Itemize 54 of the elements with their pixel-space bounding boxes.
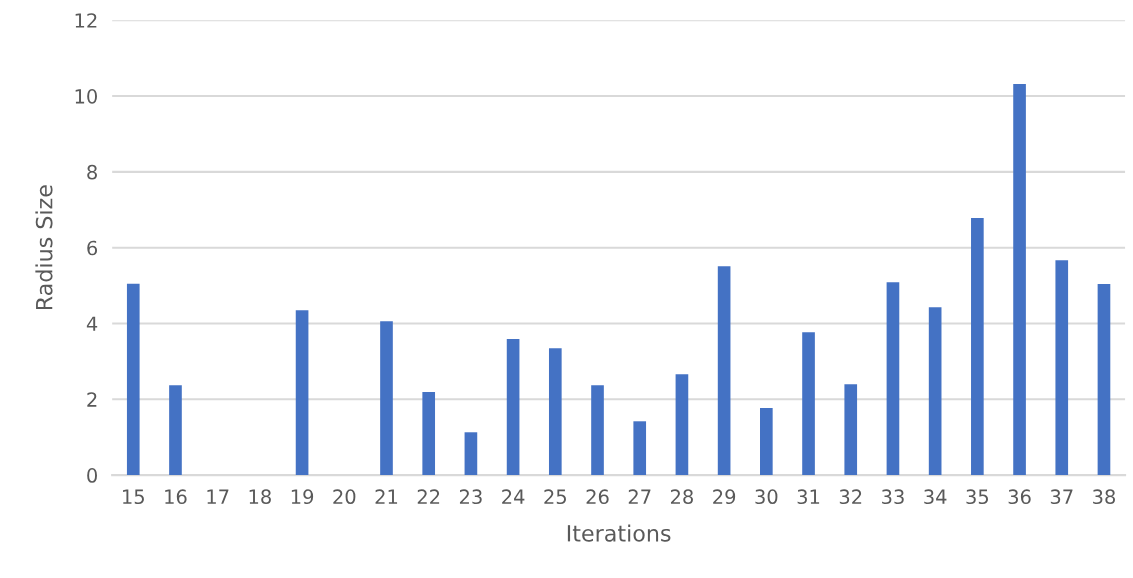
bar <box>548 348 562 476</box>
x-tick-label: 30 <box>755 489 778 505</box>
x-tick-label: 34 <box>924 489 947 505</box>
y-tick-label: 10 <box>75 89 97 104</box>
y-tick-label: 2 <box>87 392 97 407</box>
y-tick-label: 6 <box>87 240 98 256</box>
bar <box>1097 284 1111 476</box>
y-axis-title: Radius Size <box>35 185 53 310</box>
bar <box>380 321 393 476</box>
x-axis-title: Iterations <box>567 524 671 542</box>
bar <box>169 385 182 476</box>
bar <box>675 374 689 476</box>
bar <box>844 384 858 476</box>
x-tick-label: 23 <box>459 489 482 505</box>
x-tick-label: 21 <box>375 489 398 504</box>
bar <box>633 421 647 476</box>
x-tick-label: 28 <box>670 489 693 505</box>
x-tick-label: 26 <box>586 489 609 505</box>
x-tick-label: 38 <box>1093 489 1116 505</box>
bar <box>295 310 309 476</box>
bar <box>1055 260 1069 476</box>
bar <box>464 432 478 476</box>
x-tick-label: 25 <box>544 489 566 505</box>
x-tick-label: 35 <box>966 489 989 505</box>
bar <box>760 408 773 476</box>
x-tick-label: 32 <box>839 489 862 505</box>
x-tick-label: 18 <box>249 489 271 505</box>
x-tick-label: 27 <box>628 489 651 504</box>
bar <box>802 332 815 476</box>
bar <box>886 282 900 476</box>
x-tick-label: 20 <box>333 489 356 505</box>
bar <box>422 392 436 476</box>
x-tick-label: 37 <box>1050 489 1073 505</box>
bar <box>1013 83 1026 476</box>
x-tick-label: 17 <box>207 489 229 504</box>
bar <box>717 266 731 476</box>
x-tick-label: 19 <box>291 489 314 505</box>
bar <box>126 283 140 476</box>
x-tick-label: 24 <box>502 489 525 504</box>
x-tick-label: 33 <box>882 489 904 505</box>
y-tick-label: 0 <box>87 468 97 483</box>
y-tick-label: 8 <box>87 164 97 180</box>
x-tick-label: 31 <box>797 489 820 505</box>
x-tick-label: 29 <box>713 489 736 505</box>
bar <box>928 307 942 476</box>
x-tick-label: 16 <box>165 489 187 505</box>
x-tick-label: 36 <box>1008 489 1031 505</box>
x-tick-label: 22 <box>417 489 440 504</box>
bar <box>591 385 604 476</box>
y-tick-label: 12 <box>75 13 97 28</box>
x-tick-label: 15 <box>123 489 144 505</box>
bar <box>971 218 984 476</box>
y-tick-label: 4 <box>86 316 98 331</box>
bar <box>506 339 520 476</box>
